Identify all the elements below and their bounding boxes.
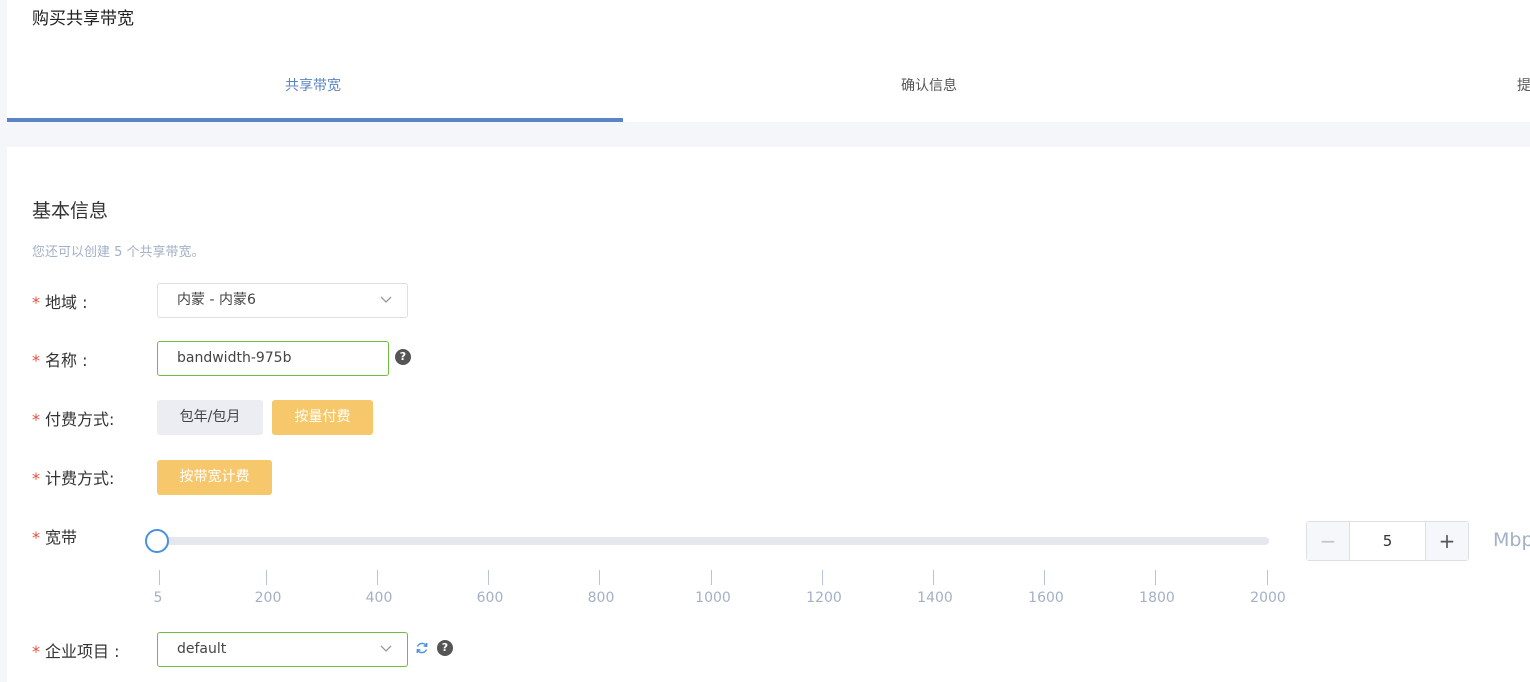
bandwidth-label: * 宽带 bbox=[32, 524, 77, 548]
required-mark: * bbox=[32, 469, 40, 488]
step-bar: 共享带宽 确认信息 提 bbox=[7, 50, 1530, 122]
billing-option-pay-as-you-go[interactable]: 按量付费 bbox=[272, 400, 373, 435]
slider-tick bbox=[933, 570, 934, 585]
slider-tick bbox=[1044, 570, 1045, 585]
decrement-button[interactable]: − bbox=[1307, 522, 1350, 560]
project-select[interactable]: default bbox=[157, 632, 408, 667]
project-label-text: 企业项目 : bbox=[45, 642, 120, 661]
charge-label: * 计费方式: bbox=[32, 465, 114, 489]
billing-label: * 付费方式: bbox=[32, 406, 114, 430]
slider-tick bbox=[711, 570, 712, 585]
slider-tick-label: 5 bbox=[153, 590, 163, 606]
page-left-strip bbox=[0, 0, 7, 682]
bandwidth-unit: Mbps bbox=[1493, 529, 1530, 551]
charge-option-by-bandwidth[interactable]: 按带宽计费 bbox=[157, 460, 272, 495]
slider-tick-label: 1200 bbox=[806, 590, 842, 606]
question-circle-icon[interactable]: ? bbox=[437, 640, 453, 656]
slider-tick bbox=[377, 570, 378, 585]
name-label: * 名称 : bbox=[32, 347, 87, 371]
required-mark: * bbox=[32, 293, 40, 312]
charge-label-text: 计费方式: bbox=[45, 469, 115, 488]
step-confirm[interactable]: 确认信息 bbox=[901, 78, 957, 94]
slider-tick bbox=[1155, 570, 1156, 585]
slider-tick-label: 1000 bbox=[695, 590, 731, 606]
project-label: * 企业项目 : bbox=[32, 638, 119, 662]
region-value: 内蒙 - 内蒙6 bbox=[177, 292, 256, 308]
required-mark: * bbox=[32, 410, 40, 429]
name-label-text: 名称 : bbox=[45, 351, 88, 370]
slider-tick-label: 1600 bbox=[1028, 590, 1064, 606]
question-circle-icon[interactable]: ? bbox=[395, 349, 411, 365]
slider-tick-label: 800 bbox=[587, 590, 615, 606]
region-select[interactable]: 内蒙 - 内蒙6 bbox=[157, 283, 408, 318]
active-step-indicator bbox=[7, 118, 623, 122]
bandwidth-stepper: − 5 + bbox=[1306, 521, 1469, 561]
slider-tick bbox=[822, 570, 823, 585]
slider-tick-label: 200 bbox=[254, 590, 282, 606]
name-value: bandwidth-975b bbox=[177, 350, 292, 366]
step-submit[interactable]: 提 bbox=[1517, 78, 1530, 94]
step-shared-bandwidth[interactable]: 共享带宽 bbox=[285, 78, 341, 94]
required-mark: * bbox=[32, 642, 40, 661]
slider-tick bbox=[599, 570, 600, 585]
required-mark: * bbox=[32, 351, 40, 370]
increment-button[interactable]: + bbox=[1425, 522, 1468, 560]
quota-hint: 您还可以创建 5 个共享带宽。 bbox=[32, 245, 205, 260]
name-input[interactable]: bandwidth-975b bbox=[157, 341, 389, 376]
slider-tick bbox=[1267, 570, 1268, 585]
bandwidth-value-input[interactable]: 5 bbox=[1382, 532, 1393, 550]
slider-tick-label: 2000 bbox=[1250, 590, 1286, 606]
bandwidth-slider-handle[interactable] bbox=[145, 529, 169, 553]
slider-tick-label: 600 bbox=[476, 590, 504, 606]
slider-tick-label: 400 bbox=[365, 590, 393, 606]
billing-label-text: 付费方式: bbox=[45, 410, 115, 429]
section-divider bbox=[7, 122, 1530, 147]
slider-tick bbox=[488, 570, 489, 585]
project-value: default bbox=[177, 641, 227, 657]
slider-tick bbox=[266, 570, 267, 585]
slider-tick bbox=[159, 570, 160, 585]
refresh-icon[interactable] bbox=[415, 641, 429, 655]
region-label: * 地域 : bbox=[32, 289, 87, 313]
page-title: 购买共享带宽 bbox=[32, 9, 134, 29]
chevron-down-icon bbox=[380, 645, 392, 652]
bandwidth-label-text: 宽带 bbox=[45, 528, 78, 547]
bandwidth-slider-track[interactable] bbox=[157, 537, 1269, 545]
required-mark: * bbox=[32, 528, 40, 547]
slider-tick-label: 1400 bbox=[917, 590, 953, 606]
billing-option-yearly-monthly[interactable]: 包年/包月 bbox=[157, 400, 263, 435]
region-label-text: 地域 : bbox=[45, 293, 88, 312]
slider-tick-label: 1800 bbox=[1139, 590, 1175, 606]
chevron-down-icon bbox=[380, 296, 392, 303]
section-title: 基本信息 bbox=[32, 200, 109, 222]
